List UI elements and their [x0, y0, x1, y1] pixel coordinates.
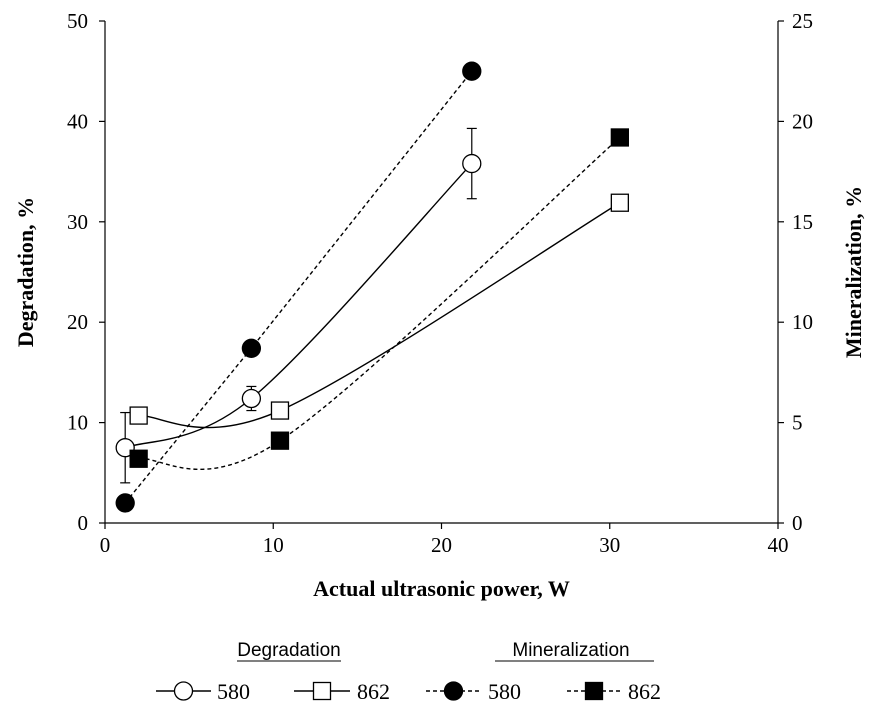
data-point-mineralization-580	[115, 493, 135, 513]
legend-group-mineralization: Mineralization	[512, 640, 629, 661]
x-tick-label: 0	[100, 533, 111, 557]
legend-marker	[443, 681, 464, 701]
x-tick-label: 30	[599, 533, 620, 557]
y-tick-label: 30	[67, 210, 88, 234]
y2-tick-label: 15	[792, 210, 813, 234]
axis-titles: Actual ultrasonic power, W Degradation, %…	[13, 186, 866, 601]
y-tick-label: 10	[67, 411, 88, 435]
legend-label: 580	[217, 679, 250, 704]
data-point-mineralization-862	[270, 431, 290, 450]
x-tick-label: 10	[263, 533, 284, 557]
legend-group-degradation: Degradation	[237, 640, 341, 661]
data-point-mineralization-862	[610, 128, 629, 147]
y2-tick-label: 0	[792, 511, 803, 535]
legend-marker	[312, 681, 332, 701]
data-point-mineralization-862	[129, 449, 148, 468]
legend-marker	[173, 681, 194, 701]
x-tick-label: 40	[768, 533, 789, 557]
y2-tick-label: 20	[792, 109, 813, 133]
legend-label: 862	[628, 679, 661, 704]
data-point-degradation-862	[129, 406, 148, 425]
data-point-mineralization-580	[241, 338, 262, 358]
data-point-degradation-862	[610, 193, 629, 212]
legend-label: 862	[357, 679, 390, 704]
y2-axis-title: Mineralization, %	[841, 186, 866, 358]
y2-tick-label: 5	[792, 411, 803, 435]
error-bars	[120, 127, 477, 484]
y-tick-label: 20	[67, 310, 88, 334]
x-tick-label: 20	[431, 533, 452, 557]
series-line-degradation-862	[138, 202, 621, 429]
data-markers	[115, 61, 629, 513]
legend-marker	[584, 681, 604, 701]
data-point-degradation-580	[241, 388, 262, 409]
y2-tick-label: 10	[792, 310, 813, 334]
data-point-degradation-580	[462, 153, 482, 174]
series-line-mineralization-862	[138, 136, 621, 471]
y-tick-label: 50	[67, 9, 88, 33]
x-axis-title: Actual ultrasonic power, W	[313, 576, 570, 601]
legend: Degradation Mineralization 580 862 580 862	[156, 640, 661, 704]
y-axis-title: Degradation, %	[13, 197, 38, 347]
series-line-mineralization-580	[124, 70, 473, 504]
y2-tick-label: 25	[792, 9, 813, 33]
y-tick-label: 0	[78, 511, 89, 535]
series-lines	[124, 70, 621, 504]
series-line-degradation-580	[124, 163, 473, 449]
legend-label: 580	[488, 679, 521, 704]
y-tick-label: 40	[67, 109, 88, 133]
data-point-mineralization-580	[462, 61, 482, 81]
data-point-degradation-862	[270, 401, 290, 420]
